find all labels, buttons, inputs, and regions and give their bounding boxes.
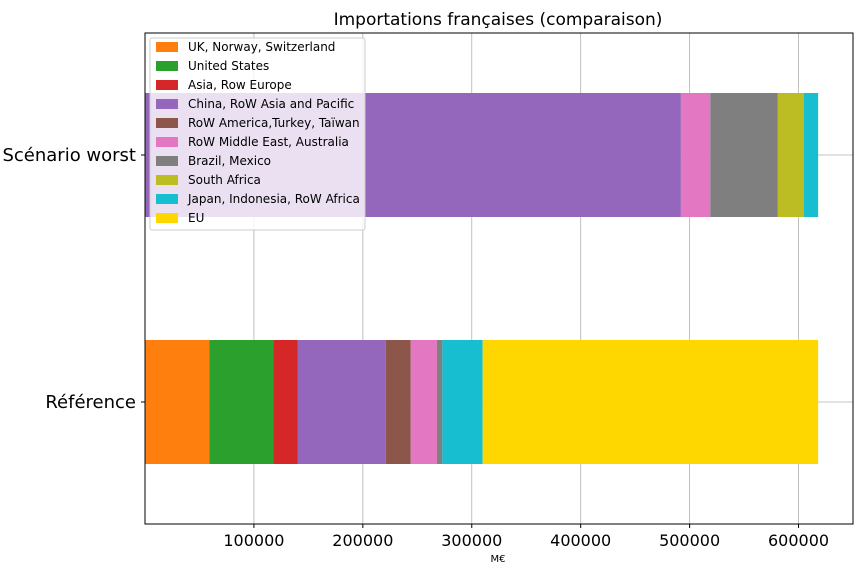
legend-label: Japan, Indonesia, RoW Africa: [187, 192, 360, 206]
legend-swatch: [156, 194, 178, 204]
legend-swatch: [156, 118, 178, 128]
legend-swatch: [156, 42, 178, 52]
bar-segment: [385, 340, 411, 464]
bar-segment: [680, 93, 711, 217]
legend-swatch: [156, 137, 178, 147]
x-tick-label: 100000: [223, 531, 284, 550]
bar-segment: [482, 340, 819, 464]
bar-segment: [410, 340, 437, 464]
y-tick-label: Référence: [45, 392, 136, 413]
y-axis-ticks: Scénario worst Référence: [2, 145, 145, 413]
legend-swatch: [156, 156, 178, 166]
x-tick-label: 200000: [332, 531, 393, 550]
legend-swatch: [156, 80, 178, 90]
legend-label: China, RoW Asia and Pacific: [188, 97, 354, 111]
bar-segment: [710, 93, 778, 217]
plot-frame: [144, 32, 854, 525]
bar-segment: [803, 93, 819, 217]
legend-label: Asia, Row Europe: [188, 78, 292, 92]
x-axis-label: M€: [491, 554, 506, 565]
legend-label: United States: [188, 59, 269, 73]
legend-swatch: [156, 175, 178, 185]
x-axis-ticks: 100000 200000 300000 400000 500000 600000: [223, 524, 829, 550]
y-tick-label: Scénario worst: [2, 145, 136, 166]
bar-segment: [145, 340, 210, 464]
bar-segment: [777, 93, 804, 217]
legend-label: EU: [188, 211, 204, 225]
legend-label: RoW Middle East, Australia: [188, 135, 349, 149]
legend-label: RoW America,Turkey, Taïwan: [188, 116, 360, 130]
legend-swatch: [156, 213, 178, 223]
legend-frame: [149, 37, 366, 231]
legend-entries: UK, Norway, Switzerland United States Asia…: [156, 40, 360, 225]
legend-swatch: [156, 99, 178, 109]
x-tick-label: 500000: [659, 531, 720, 550]
legend-label: Brazil, Mexico: [188, 154, 271, 168]
bar-segment: [297, 340, 386, 464]
legend-label: UK, Norway, Switzerland: [188, 40, 335, 54]
bar-segment: [442, 340, 483, 464]
x-tick-label: 600000: [768, 531, 829, 550]
x-tick-label: 300000: [441, 531, 502, 550]
chart-title: Importations françaises (comparaison): [334, 10, 663, 30]
bar-segment: [436, 340, 443, 464]
bar-segment: [273, 340, 298, 464]
bar-segment: [209, 340, 274, 464]
x-tick-label: 400000: [550, 531, 611, 550]
legend-swatch: [156, 61, 178, 71]
legend-label: South Africa: [188, 173, 261, 187]
legend: UK, Norway, Switzerland United States Asia…: [149, 37, 366, 231]
